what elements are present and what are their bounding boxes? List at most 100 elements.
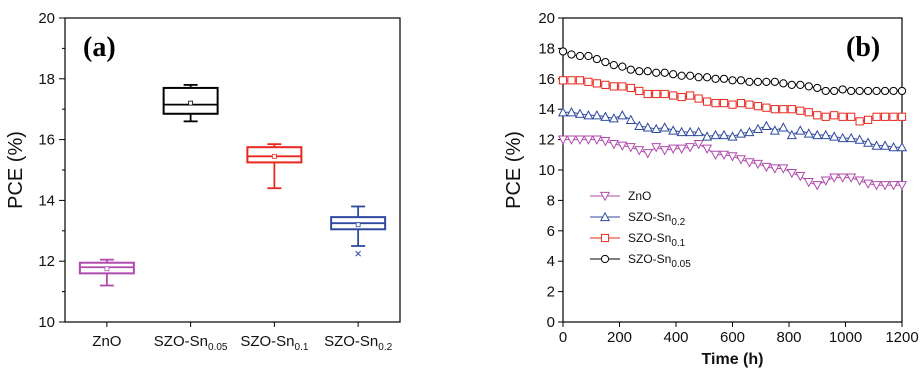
data-point — [872, 112, 881, 121]
y-axis-label-a: PCE (%) — [5, 131, 27, 209]
data-point — [626, 65, 635, 74]
data-point — [735, 155, 747, 165]
data-point — [864, 86, 873, 96]
data-point — [813, 111, 822, 120]
data-point — [584, 51, 593, 61]
data-point — [744, 126, 755, 137]
data-point — [735, 128, 747, 138]
data-point — [872, 86, 881, 96]
data-point — [745, 77, 754, 86]
data-point — [583, 110, 594, 120]
x-tick-label-b: 600 — [720, 329, 745, 346]
data-point — [812, 181, 823, 191]
data-point — [880, 181, 891, 191]
data-point — [643, 67, 652, 76]
data-point — [710, 129, 721, 140]
data-point — [847, 86, 856, 96]
data-point — [880, 140, 891, 150]
data-point — [769, 164, 780, 174]
data-point — [778, 164, 789, 174]
data-point — [752, 123, 763, 134]
data-point — [786, 168, 797, 179]
data-point — [855, 86, 864, 96]
data-point — [820, 129, 831, 140]
x-tick-label-b: 400 — [663, 329, 688, 346]
legend-label: SZO-Sn0.1 — [628, 231, 686, 249]
data-point — [896, 141, 908, 152]
data-point — [753, 77, 763, 86]
data-point — [829, 173, 840, 183]
data-point — [880, 112, 890, 121]
data-point — [719, 74, 729, 83]
y-tick-label-b: 12 — [538, 132, 555, 149]
data-point — [702, 73, 712, 82]
data-point — [727, 131, 738, 141]
y-axis-label-b: PCE (%) — [503, 131, 525, 209]
data-point — [847, 112, 856, 121]
data-point — [846, 173, 857, 183]
data-point — [736, 99, 746, 108]
data-point — [753, 102, 763, 111]
x-tick-label-b: 1000 — [829, 329, 862, 346]
data-point — [693, 140, 704, 150]
data-point — [557, 135, 569, 145]
data-point — [575, 51, 585, 61]
data-point — [812, 129, 823, 140]
mean-marker — [355, 222, 361, 228]
data-point — [660, 68, 669, 77]
data-point — [745, 100, 754, 109]
x-tick-label-b: 1200 — [885, 329, 918, 346]
data-point — [600, 111, 611, 121]
data-point — [813, 83, 822, 93]
data-point — [804, 108, 813, 117]
data-point — [660, 89, 669, 99]
y-tick-label-b: 10 — [538, 162, 555, 179]
data-point — [669, 91, 678, 100]
data-point — [727, 152, 738, 162]
y-tick-label-b: 8 — [547, 192, 555, 209]
data-point — [566, 135, 577, 145]
data-point — [625, 143, 636, 153]
data-point — [718, 150, 730, 161]
data-point — [685, 126, 696, 137]
data-point — [575, 76, 585, 85]
data-point — [854, 176, 865, 186]
y-tick-label-a: 16 — [38, 132, 55, 149]
data-point — [694, 73, 703, 82]
data-point — [626, 83, 635, 93]
data-point — [762, 103, 771, 112]
legend-marker — [599, 211, 611, 222]
data-point — [702, 131, 713, 141]
data-point — [770, 77, 779, 86]
data-point — [837, 173, 848, 183]
mean-marker — [104, 266, 110, 272]
data-point — [761, 120, 772, 131]
data-point — [643, 89, 652, 99]
data-point — [897, 86, 907, 96]
data-point — [711, 74, 720, 83]
legend-marker — [600, 254, 610, 264]
data-point — [719, 99, 729, 108]
data-point — [795, 125, 806, 135]
plot-frame-a — [64, 17, 401, 323]
data-point — [652, 68, 661, 77]
y-tick-label-b: 0 — [547, 314, 555, 331]
data-point — [736, 76, 746, 85]
x-tick-label-a: SZO-Sn0.2 — [324, 333, 393, 353]
data-point — [855, 117, 864, 126]
data-point — [618, 82, 627, 91]
data-point — [711, 99, 720, 108]
panel-a-boxplot: 10 12 14 16 18 20 PCE (%) (a) ZnO SZO-Sn0.05 SZO-S… — [5, 10, 401, 353]
data-point — [635, 86, 644, 96]
data-point — [617, 141, 628, 151]
data-point — [889, 112, 898, 121]
data-point — [592, 54, 602, 64]
data-point — [566, 106, 577, 117]
data-point — [567, 50, 576, 59]
x-tick-label-b: 200 — [607, 329, 632, 346]
data-point — [846, 132, 857, 143]
data-point — [829, 131, 840, 141]
data-point — [888, 141, 899, 152]
data-point — [821, 112, 830, 121]
y-tick-label-a: 20 — [38, 10, 55, 27]
